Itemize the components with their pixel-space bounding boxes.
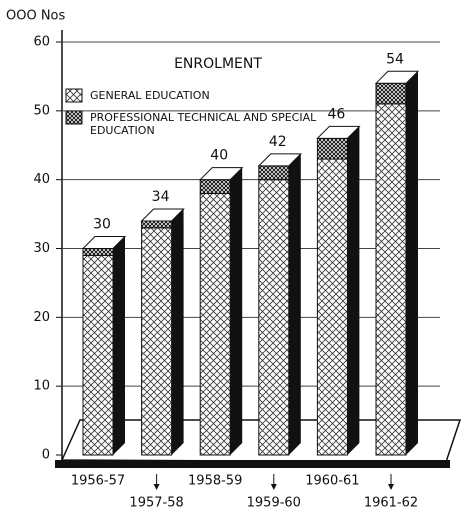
y-axis-label: OOO Nos: [6, 9, 66, 24]
bar-segment: [316, 137, 348, 160]
y-tick-label: 20: [33, 310, 50, 325]
bar-segment: [141, 227, 173, 456]
arrow-head: [270, 484, 277, 490]
bar-top: [140, 208, 185, 222]
x-tick-label: 1957-58: [129, 496, 183, 511]
legend-label: GENERAL EDUCATION: [90, 89, 210, 102]
bar-segment: [375, 103, 407, 456]
x-tick-label: 1956-57: [71, 474, 125, 489]
bar-top: [257, 153, 303, 167]
x-tick-label: 1959-60: [247, 496, 301, 511]
x-tick-label: 1961-62: [364, 496, 418, 511]
bar-side: [113, 236, 125, 455]
total-label: 34: [152, 189, 170, 205]
total-label: 54: [386, 51, 404, 67]
bar-side: [171, 208, 184, 455]
legend-swatch: [65, 88, 83, 103]
bar-segment: [316, 158, 348, 456]
arrow-head: [153, 484, 160, 490]
bar-segment: [258, 165, 290, 181]
y-tick-label: 10: [33, 379, 50, 394]
total-label: 30: [93, 217, 111, 233]
legend-swatch: [65, 110, 83, 125]
bar-side: [347, 126, 360, 455]
bar-segment: [82, 248, 114, 256]
bar-segment: [199, 179, 231, 194]
total-label: 42: [269, 134, 287, 150]
bar-segment: [141, 220, 173, 229]
bar-segment: [258, 179, 290, 456]
x-tick-label: 1960-61: [305, 474, 359, 489]
bar-top: [198, 167, 244, 181]
bar-top: [316, 125, 361, 139]
floor-edge: [55, 460, 450, 468]
bar-side: [406, 71, 418, 456]
total-label: 46: [327, 106, 345, 122]
y-tick-label: 60: [33, 35, 50, 50]
bar-segment: [199, 192, 231, 456]
total-label: 40: [210, 148, 228, 164]
bar-segment: [375, 82, 407, 105]
bar-side: [230, 167, 243, 455]
y-tick-label: 0: [42, 448, 50, 463]
y-tick-label: 40: [33, 172, 50, 187]
chart-title: ENROLMENT: [174, 56, 262, 72]
y-tick-label: 50: [33, 103, 50, 118]
bar-segment: [82, 254, 114, 456]
bar-side: [288, 153, 301, 455]
bar-top: [81, 236, 127, 249]
arrow-head: [388, 484, 394, 490]
x-tick-label: 1958-59: [188, 474, 242, 489]
legend-label: PROFESSIONAL TECHNICAL AND SPECIAL EDUCA…: [90, 111, 317, 137]
bar-top: [374, 70, 420, 84]
y-tick-label: 30: [33, 241, 50, 256]
